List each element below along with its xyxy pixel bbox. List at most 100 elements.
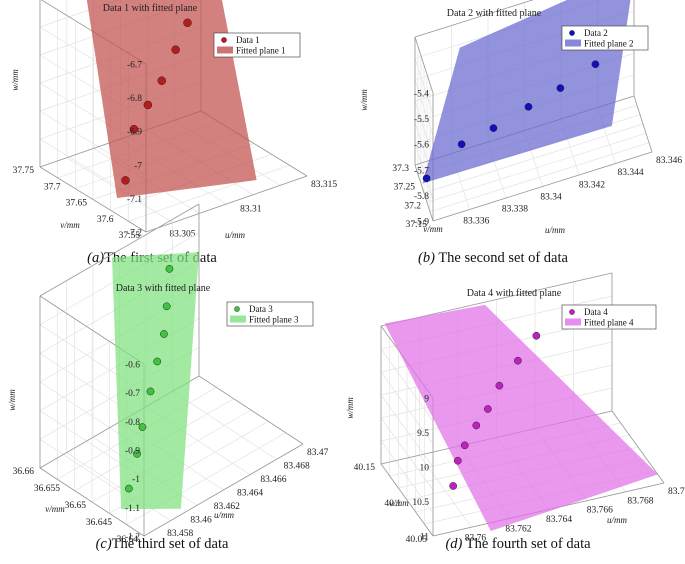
z-tick-label: -5.6	[414, 141, 429, 151]
axis-edge	[414, 0, 534, 38]
caption-label: (d)	[445, 536, 462, 552]
caption-text: The third set of data	[112, 536, 229, 552]
axis-edge	[380, 463, 434, 537]
x-tick-label: 83.34	[540, 192, 562, 202]
data-point	[146, 387, 155, 396]
y-tick-label: 37.7	[44, 182, 61, 192]
data-point	[133, 449, 141, 458]
y-axis-label: v/mm	[389, 498, 409, 508]
legend-label: Fitted plane 3	[249, 315, 299, 325]
z-tick-label: -0.6	[125, 361, 140, 371]
x-tick-label: 83.46	[190, 515, 212, 525]
z-tick-label: 10	[420, 464, 430, 474]
x-axis-label: u/mm	[225, 230, 246, 240]
data-point	[524, 102, 533, 111]
z-tick-label: 10.5	[412, 498, 429, 508]
y-tick-label: 37.2	[404, 201, 421, 211]
legend-marker	[234, 306, 240, 312]
data-point	[143, 100, 153, 110]
data-point	[422, 174, 431, 183]
legend-marker	[569, 30, 575, 36]
gridline	[39, 0, 119, 28]
legend-swatch	[230, 315, 246, 323]
chart-title: Data 2 with fitted plane	[447, 8, 542, 19]
legend-swatch	[217, 46, 233, 54]
data-point	[532, 331, 541, 340]
z-tick-label: -1.2	[125, 533, 140, 543]
y-tick-label: 40.1	[384, 499, 401, 509]
z-tick-label: 9.5	[417, 429, 429, 439]
x-tick-label: 83.768	[627, 496, 653, 506]
z-tick-label: -7	[134, 161, 142, 171]
legend-label: Data 2	[584, 28, 608, 38]
axis-edge	[611, 410, 665, 484]
legend-marker	[569, 309, 575, 315]
data-point	[165, 264, 174, 273]
data-points	[121, 18, 192, 185]
data-point	[457, 140, 466, 149]
x-tick-label: 83.47	[307, 448, 329, 458]
x-axis-label: u/mm	[607, 515, 628, 525]
data-point	[472, 421, 481, 430]
chart-title: Data 4 with fitted plane	[467, 288, 562, 299]
data-point	[495, 381, 504, 390]
data-point	[556, 84, 565, 92]
z-tick-label: 9	[424, 395, 429, 405]
caption-label: (a)	[87, 250, 104, 266]
x-tick-label: 83.346	[656, 156, 682, 166]
y-tick-label: 37.55	[119, 231, 141, 241]
data-point	[591, 60, 600, 69]
x-tick-label: 83.336	[463, 217, 489, 227]
data-point	[157, 76, 166, 85]
y-tick-label: 36.645	[86, 518, 112, 528]
y-tick-label: 37.15	[406, 220, 428, 230]
z-axis-label: w/mm	[10, 69, 20, 91]
data-point	[125, 484, 133, 493]
y-axis-label: v/mm	[45, 504, 65, 514]
x-axis-label: u/mm	[214, 510, 235, 520]
x-tick-label: 83.342	[579, 180, 605, 190]
x-tick-label: 83.338	[502, 205, 528, 215]
fitted-plane-4	[384, 304, 658, 531]
axis-edge	[143, 443, 304, 537]
z-tick-label: -5.7	[414, 166, 429, 176]
fitted-plane-3	[112, 252, 199, 509]
data-point	[484, 405, 492, 413]
tick-labels: -5.4 -5.5 -5.6 -5.7 -5.8 -5.937.15 37.2 37.25 37…	[392, 90, 682, 231]
legend-label: Fitted plane 2	[584, 39, 634, 49]
caption-label: (b)	[418, 250, 435, 266]
axis-edge	[39, 203, 200, 297]
z-tick-label: 11	[420, 533, 429, 543]
z-tick-label: -1	[132, 475, 140, 485]
y-tick-label: 36.655	[34, 484, 60, 494]
y-axis-label: v/mm	[423, 224, 443, 234]
legend-label: Data 4	[584, 307, 608, 317]
chart-title: Data 3 with fitted plane	[116, 283, 211, 294]
y-tick-label: 37.6	[97, 215, 114, 225]
y-tick-label: 40.15	[354, 463, 376, 473]
y-tick-label: 37.25	[394, 183, 416, 193]
x-tick-label: 83.305	[169, 229, 195, 239]
x-axis-label: u/mm	[545, 225, 566, 235]
tick-labels: -0.6 -0.7 -0.8 -0.9 -1 -1.1 -1.236.64 36.645 36.…	[13, 361, 329, 546]
chart-title: Data 1 with fitted plane	[103, 3, 198, 14]
data-point	[453, 456, 462, 465]
x-tick-label: 83.77	[668, 487, 685, 497]
axis-edge	[432, 151, 653, 222]
data-points	[449, 331, 541, 490]
x-tick-label: 83.31	[240, 205, 262, 215]
z-tick-label: -5.9	[414, 218, 429, 228]
z-tick-label: -0.8	[125, 418, 140, 428]
axis-edge	[414, 164, 434, 222]
x-tick-label: 83.462	[214, 502, 240, 512]
x-tick-label: 83.76	[465, 534, 487, 544]
z-axis-label: w/mm	[359, 89, 369, 111]
x-tick-label: 83.766	[587, 506, 613, 516]
data-point	[449, 482, 458, 490]
y-axis-label: v/mm	[60, 220, 80, 230]
axis-edge	[39, 467, 145, 537]
